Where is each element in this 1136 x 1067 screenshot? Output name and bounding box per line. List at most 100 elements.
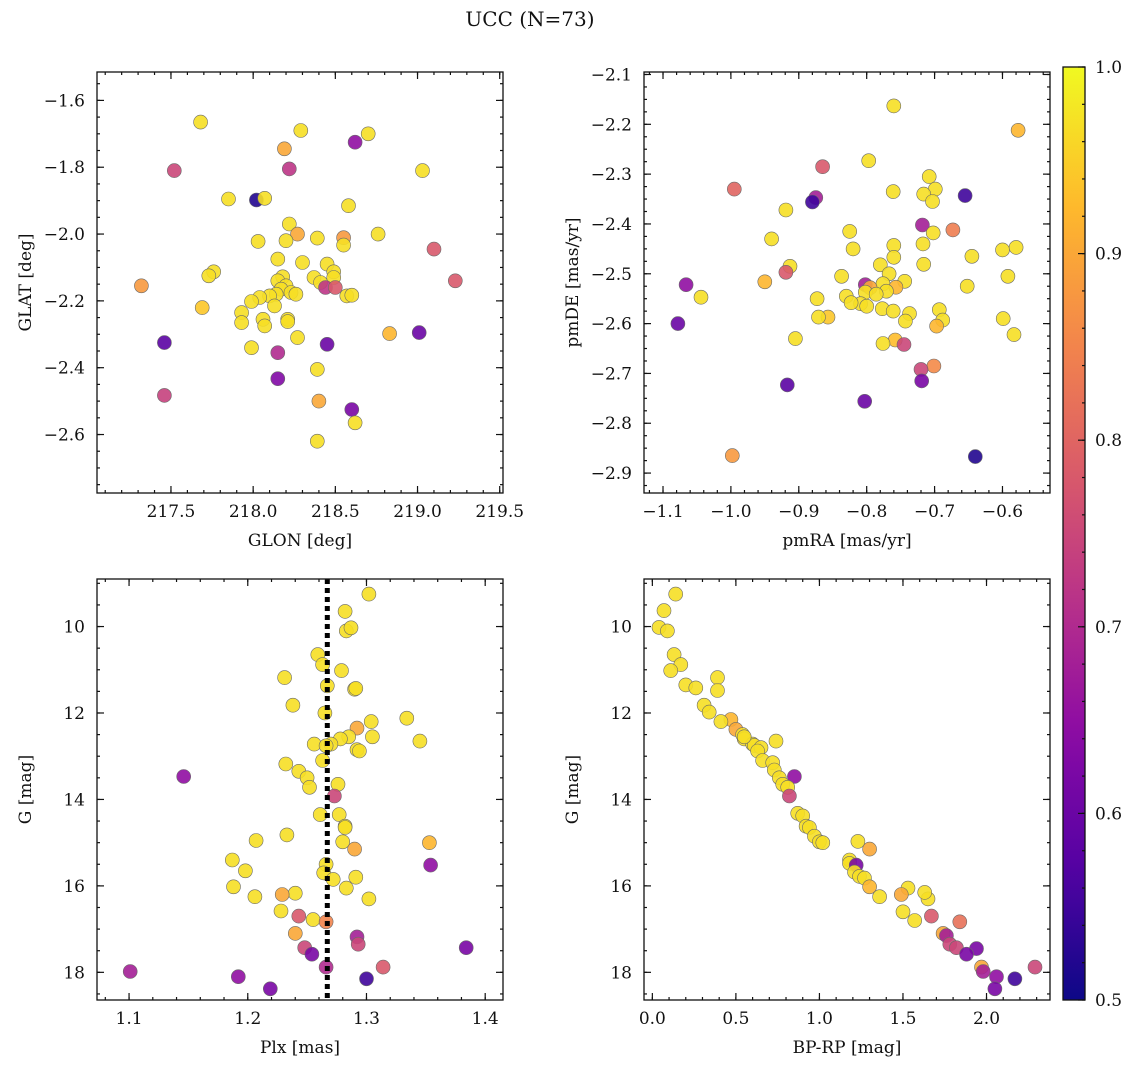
y-tick-label: 18 bbox=[610, 963, 632, 983]
y-tick-label: −1.8 bbox=[44, 158, 85, 178]
x-tick-label: 2.0 bbox=[973, 1009, 1000, 1029]
y-tick-label: 18 bbox=[63, 963, 85, 983]
scatter-point bbox=[811, 309, 826, 325]
scatter-point bbox=[335, 834, 351, 850]
y-tick-label: −1.6 bbox=[44, 91, 85, 111]
y-tick-label: −2.0 bbox=[44, 225, 85, 245]
y-tick-label: 10 bbox=[63, 618, 85, 638]
scatter-point bbox=[809, 291, 825, 307]
scatter-point bbox=[157, 335, 172, 350]
scatter-point bbox=[291, 908, 307, 924]
scatter-point bbox=[157, 388, 172, 403]
scatter-point bbox=[257, 191, 273, 206]
y-axis-label: G [mag] bbox=[16, 755, 36, 824]
scatter-point bbox=[710, 683, 725, 698]
scatter-points bbox=[122, 586, 474, 997]
scatter-point bbox=[945, 222, 961, 238]
scatter-point bbox=[788, 331, 803, 346]
y-axis-label: pmDE [mas/yr] bbox=[563, 217, 583, 347]
scatter-point bbox=[279, 827, 295, 843]
scatter-point bbox=[815, 835, 831, 851]
scatter-point bbox=[285, 697, 301, 713]
scatter-point bbox=[917, 885, 933, 900]
scatter-point bbox=[193, 114, 208, 130]
scatter-point bbox=[862, 841, 877, 857]
scatter-point bbox=[701, 704, 717, 720]
axes-frame bbox=[96, 71, 504, 494]
scatter-point bbox=[872, 889, 887, 905]
scatter-point bbox=[347, 415, 363, 431]
x-tick-label: −0.6 bbox=[982, 502, 1023, 522]
scatter-point bbox=[334, 663, 349, 678]
panel-bprp-g: 0.0 0.5 1.0 1.5 2.0 10 12 14 16 18 BP-RP [mag] G [m… bbox=[563, 578, 1051, 1058]
scatter-point bbox=[925, 225, 941, 241]
y-tick-label: 14 bbox=[63, 790, 85, 810]
scatter-point bbox=[352, 743, 367, 759]
scatter-point bbox=[872, 257, 888, 273]
scatter-point bbox=[287, 885, 303, 901]
scatter-point bbox=[270, 251, 286, 267]
scatter-point bbox=[281, 216, 297, 232]
scatter-point bbox=[959, 278, 975, 294]
scatter-point bbox=[1010, 123, 1026, 138]
scatter-point bbox=[343, 620, 359, 636]
x-tick-label: 218.5 bbox=[311, 502, 360, 522]
scatter-point bbox=[226, 879, 241, 895]
scatter-point bbox=[843, 295, 859, 311]
x-tick-label: 1.1 bbox=[116, 1009, 143, 1029]
panel-plx-g: 1.1 1.2 1.3 1.4 10 12 14 16 18 Plx [mas] G [mag] bbox=[16, 578, 504, 1058]
scatter-point bbox=[422, 835, 437, 851]
scatter-point bbox=[805, 194, 820, 210]
scatter-point bbox=[415, 163, 430, 178]
scatter-point bbox=[359, 971, 374, 987]
scatter-point bbox=[995, 242, 1010, 258]
scatter-point bbox=[370, 226, 386, 242]
scatter-point bbox=[344, 402, 360, 417]
panel-glon-glat: 217.5 218.0 218.5 219.0 219.5 −2.6 −2.4 −2.2 −2.… bbox=[16, 71, 524, 551]
scatter-point bbox=[337, 604, 353, 619]
scatter-point bbox=[757, 274, 773, 290]
scatter-point bbox=[302, 779, 317, 795]
axes-frame bbox=[643, 71, 1051, 494]
scatter-point bbox=[663, 663, 679, 678]
x-tick-label: −1.1 bbox=[642, 502, 683, 522]
scatter-point bbox=[250, 234, 266, 249]
x-tick-label: 1.2 bbox=[234, 1009, 261, 1029]
scatter-point bbox=[288, 286, 304, 302]
scatter-point bbox=[280, 314, 296, 329]
scatter-point bbox=[134, 278, 149, 294]
scatter-point bbox=[845, 241, 861, 257]
scatter-point bbox=[779, 377, 795, 393]
scatter-point bbox=[247, 889, 263, 905]
scatter-point bbox=[778, 202, 794, 218]
scatter-point bbox=[898, 313, 913, 329]
scatter-point bbox=[309, 362, 325, 377]
scatter-point bbox=[426, 241, 442, 257]
colorbar-tick-label: 0.6 bbox=[1095, 804, 1122, 824]
scatter-point bbox=[399, 710, 415, 726]
scatter-point bbox=[201, 268, 217, 284]
x-axis-label: GLON [deg] bbox=[248, 531, 352, 551]
colorbar-tick-label: 0.7 bbox=[1095, 618, 1122, 638]
scatter-points bbox=[670, 98, 1026, 464]
scatter-point bbox=[815, 159, 830, 174]
scatter-point bbox=[290, 226, 305, 242]
y-tick-label: −2.6 bbox=[591, 315, 632, 335]
scatter-point bbox=[361, 891, 377, 907]
scatter-point bbox=[768, 733, 784, 749]
scatter-point bbox=[176, 769, 191, 784]
scatter-point bbox=[1006, 327, 1022, 342]
scatter-point bbox=[348, 869, 364, 885]
scatter-point bbox=[967, 449, 983, 464]
scatter-point bbox=[309, 230, 325, 246]
scatter-point bbox=[834, 268, 849, 284]
scatter-point bbox=[344, 287, 360, 303]
x-tick-label: 1.4 bbox=[472, 1009, 499, 1029]
scatter-point bbox=[248, 833, 264, 848]
scatter-point bbox=[350, 936, 366, 952]
scatter-point bbox=[347, 134, 363, 150]
scatter-point bbox=[987, 981, 1003, 997]
scatter-point bbox=[1027, 959, 1043, 975]
y-axis-label: G [mag] bbox=[563, 755, 583, 824]
scatter-point bbox=[710, 670, 725, 685]
